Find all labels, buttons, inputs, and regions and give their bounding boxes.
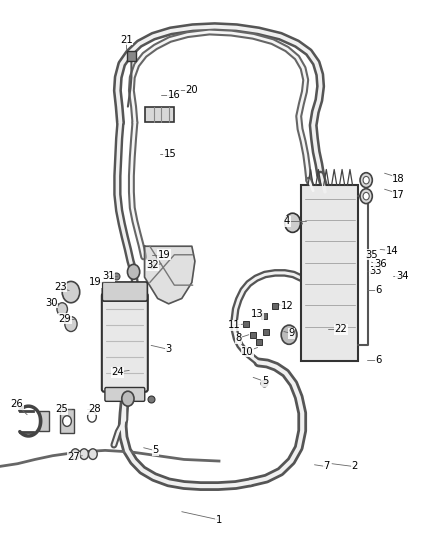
Polygon shape [145, 246, 195, 304]
Text: 36: 36 [374, 259, 386, 269]
Bar [127, 51, 136, 61]
Text: 12: 12 [280, 302, 293, 311]
Text: 31: 31 [102, 271, 115, 281]
Text: 15: 15 [163, 149, 177, 158]
Bar [60, 409, 74, 433]
Bar [39, 411, 49, 431]
FancyBboxPatch shape [105, 387, 145, 401]
Bar [145, 107, 174, 122]
Circle shape [57, 303, 67, 316]
Circle shape [65, 317, 77, 332]
Text: 11: 11 [228, 320, 241, 330]
Text: 7: 7 [323, 462, 329, 471]
Text: 20: 20 [186, 85, 198, 94]
Circle shape [281, 325, 297, 344]
Text: 29: 29 [58, 314, 71, 324]
Circle shape [363, 176, 369, 184]
Text: 5: 5 [152, 446, 159, 455]
Circle shape [88, 449, 97, 459]
Circle shape [62, 281, 80, 303]
Text: 10: 10 [241, 347, 254, 357]
Circle shape [71, 449, 80, 459]
Circle shape [122, 391, 134, 406]
Text: 22: 22 [334, 325, 347, 334]
Text: 24: 24 [111, 367, 124, 377]
Text: 8: 8 [236, 334, 242, 343]
Text: 2: 2 [352, 462, 358, 471]
Text: 23: 23 [54, 282, 67, 292]
Text: 6: 6 [376, 286, 382, 295]
Text: 16: 16 [168, 90, 181, 100]
Text: 19: 19 [89, 278, 102, 287]
FancyBboxPatch shape [102, 293, 148, 392]
Text: 4: 4 [284, 216, 290, 226]
Text: 19: 19 [158, 250, 171, 260]
Circle shape [285, 213, 300, 232]
Circle shape [88, 411, 96, 422]
Text: 35: 35 [365, 250, 378, 260]
Circle shape [80, 449, 88, 459]
Text: 26: 26 [10, 399, 23, 409]
Text: 14: 14 [386, 246, 398, 255]
Circle shape [360, 189, 372, 204]
Text: 21: 21 [120, 35, 133, 45]
Text: 9: 9 [288, 328, 294, 338]
Circle shape [127, 264, 140, 279]
Text: 17: 17 [392, 190, 405, 199]
Circle shape [360, 173, 372, 188]
FancyBboxPatch shape [102, 282, 147, 301]
Text: 34: 34 [396, 271, 408, 281]
Text: 18: 18 [392, 174, 405, 183]
Text: 33: 33 [370, 266, 382, 276]
Text: 3: 3 [166, 344, 172, 354]
Text: 32: 32 [146, 261, 159, 270]
Text: 28: 28 [88, 405, 100, 414]
Text: 6: 6 [376, 355, 382, 365]
Circle shape [63, 416, 71, 426]
Circle shape [363, 192, 369, 200]
Text: 27: 27 [67, 453, 80, 462]
Bar [301, 185, 358, 361]
Text: 13: 13 [251, 310, 264, 319]
Text: 5: 5 [262, 376, 268, 386]
Text: 25: 25 [55, 405, 68, 414]
Text: 30: 30 [46, 298, 58, 308]
Text: 1: 1 [216, 515, 222, 524]
